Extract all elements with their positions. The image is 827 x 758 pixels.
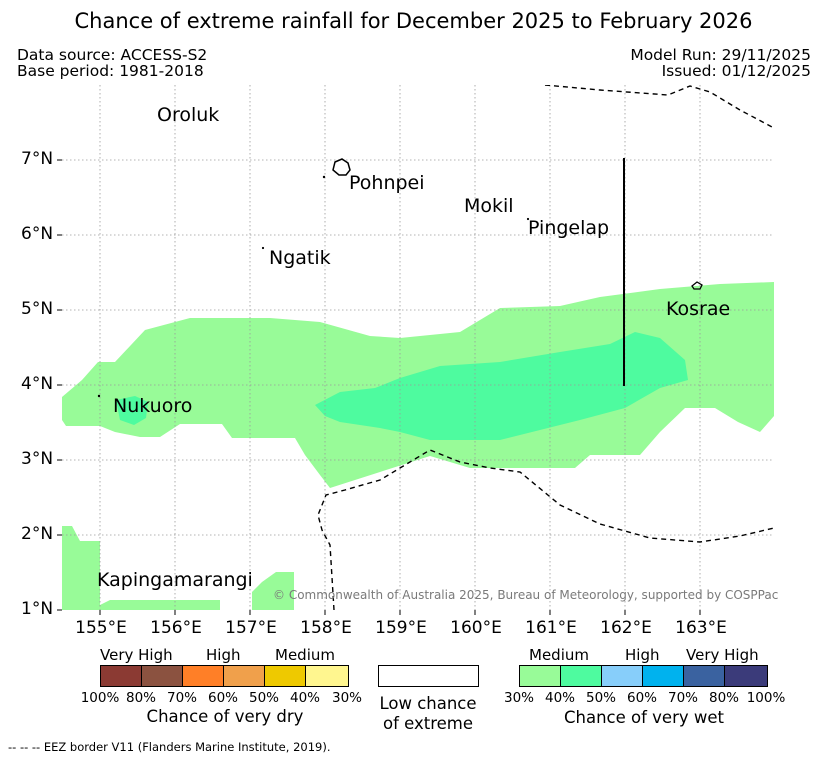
- dry-swatch: [182, 665, 224, 687]
- wet-percent-label: 100%: [746, 690, 786, 706]
- lon-tick-label: 158°E: [300, 618, 352, 638]
- axis-ticks: [57, 159, 701, 615]
- dry-percent-label: 40%: [289, 690, 320, 706]
- wet-percent-label: 30%: [503, 690, 534, 706]
- dry-swatch: [141, 665, 183, 687]
- dry-colorbar: [100, 665, 349, 687]
- low-chance-swatch: [378, 665, 479, 687]
- dry-category-high: High: [206, 646, 241, 664]
- eez-border-lines: [317, 85, 774, 610]
- dry-percent-label: 70%: [166, 690, 197, 706]
- dry-swatch: [100, 665, 142, 687]
- place-label-pohnpei: Pohnpei: [349, 172, 425, 194]
- wet-category-medium: Medium: [529, 646, 589, 664]
- lon-tick-label: 160°E: [450, 618, 502, 638]
- place-label-mokil: Mokil: [464, 195, 514, 217]
- wet-medium-high-region: [315, 332, 688, 440]
- lon-tick-label: 157°E: [225, 618, 277, 638]
- wet-percent-label: 70%: [667, 690, 698, 706]
- dry-percent-label: 30%: [331, 690, 362, 706]
- wet-percent-label: 50%: [585, 690, 616, 706]
- pohnpei-island-shape: [332, 158, 351, 176]
- lon-tick-label: 159°E: [375, 618, 427, 638]
- base-period-label: Base period: 1981-2018: [17, 62, 204, 80]
- map-title: Chance of extreme rainfall for December …: [74, 9, 753, 33]
- kosrae-island-shape: [691, 281, 703, 290]
- lat-tick-label: 1°N: [21, 599, 54, 619]
- dry-percent-label: 60%: [207, 690, 238, 706]
- lat-tick-label: 3°N: [21, 449, 54, 469]
- dry-category-very-high: Very High: [100, 646, 173, 664]
- lat-tick-label: 5°N: [21, 299, 54, 319]
- lat-tick-label: 7°N: [21, 149, 54, 169]
- wet-percent-label: 60%: [626, 690, 657, 706]
- nukuoro-wet-blob: [116, 396, 148, 425]
- wet-swatch: [560, 665, 602, 687]
- data-source-label: Data source: ACCESS-S2: [17, 46, 208, 64]
- ngatik-islet: [261, 246, 265, 250]
- eez-footnote: -- -- -- EEZ border V11 (Flanders Marine…: [8, 740, 331, 754]
- place-label-pingelap: Pingelap: [528, 217, 610, 239]
- lon-tick-label: 161°E: [525, 618, 577, 638]
- place-label-kapingamarangi: Kapingamarangi: [97, 569, 253, 591]
- pohnpei-islet: [322, 175, 326, 179]
- lat-tick-label: 4°N: [21, 374, 54, 394]
- place-label-oroluk: Oroluk: [157, 104, 220, 126]
- dry-swatch: [223, 665, 265, 687]
- dry-category-medium: Medium: [275, 646, 335, 664]
- wet-category-high: High: [625, 646, 660, 664]
- wet-swatch: [519, 665, 561, 687]
- lon-tick-label: 155°E: [75, 618, 127, 638]
- dry-swatch: [305, 665, 349, 687]
- lon-tick-label: 162°E: [600, 618, 652, 638]
- wet-category-very-high: Very High: [686, 646, 759, 664]
- mokil-islet: [526, 217, 530, 221]
- wet-swatch: [642, 665, 684, 687]
- wet-swatch: [724, 665, 768, 687]
- south-wet-patch: [252, 572, 294, 610]
- place-label-ngatik: Ngatik: [269, 247, 331, 269]
- dry-percent-label: 50%: [248, 690, 279, 706]
- nukuoro-islet: [97, 394, 101, 398]
- dry-swatch: [264, 665, 306, 687]
- wet-swatch: [601, 665, 643, 687]
- lat-tick-label: 2°N: [21, 524, 54, 544]
- model-run-label: Model Run: 29/11/2025: [630, 46, 811, 64]
- wet-percent-label: 40%: [544, 690, 575, 706]
- lat-tick-label: 6°N: [21, 224, 54, 244]
- issued-label: Issued: 01/12/2025: [661, 62, 811, 80]
- dry-percent-label: 80%: [125, 690, 156, 706]
- dry-percent-label: 100%: [80, 690, 120, 706]
- copyright-notice: © Commonwealth of Australia 2025, Bureau…: [273, 588, 779, 602]
- lon-tick-label: 163°E: [675, 618, 727, 638]
- low-chance-label-line2: of extreme: [382, 714, 474, 733]
- wet-percent-label: 80%: [708, 690, 739, 706]
- map-gridlines: [62, 85, 774, 610]
- kapingamarangi-wet-region: [62, 526, 220, 610]
- place-label-kosrae: Kosrae: [666, 298, 731, 320]
- dry-legend-caption: Chance of very dry: [146, 707, 304, 726]
- wet-legend-caption: Chance of very wet: [564, 708, 724, 727]
- lon-tick-label: 156°E: [150, 618, 202, 638]
- wet-swatch: [683, 665, 725, 687]
- place-label-nukuoro: Nukuoro: [113, 395, 193, 417]
- low-chance-label-line1: Low chance: [379, 694, 477, 713]
- wet-colorbar: [519, 665, 768, 687]
